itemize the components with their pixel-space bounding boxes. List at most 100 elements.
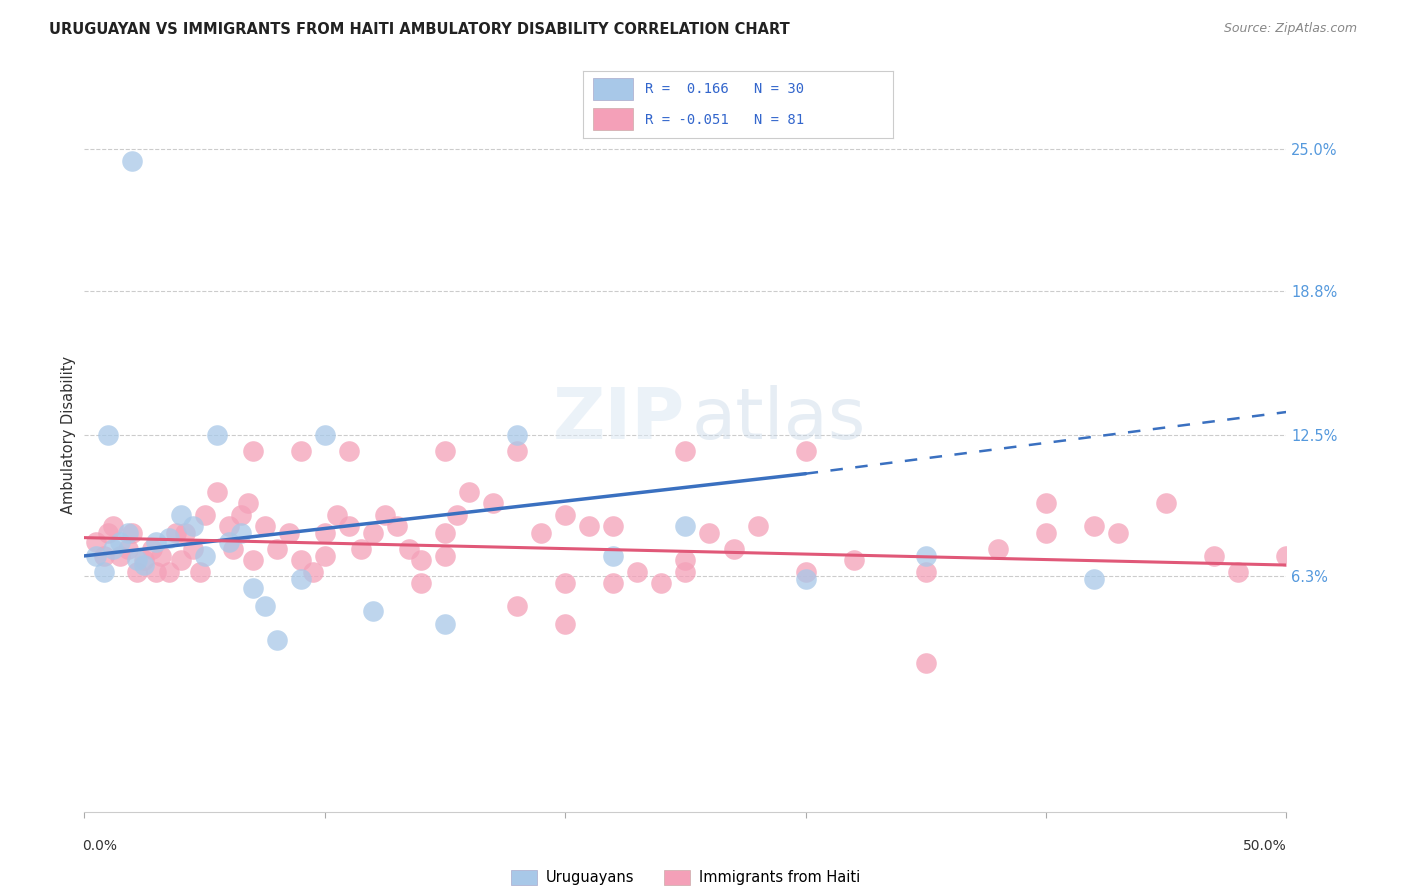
Point (93, 549, 115, 563)
Point (1156, 496, 1178, 510)
Point (194, 549, 217, 563)
Point (842, 553, 865, 567)
Point (1107, 526, 1129, 541)
Legend: Uruguayans, Immigrants from Haiti: Uruguayans, Immigrants from Haiti (505, 864, 866, 891)
Point (1083, 519, 1105, 533)
Point (794, 565, 817, 579)
Point (385, 519, 408, 533)
Text: 0.0%: 0.0% (82, 839, 117, 853)
Point (121, 153, 143, 168)
Point (253, 599, 276, 614)
Point (602, 576, 624, 591)
Point (157, 565, 180, 579)
Point (86, 549, 108, 563)
Point (361, 526, 384, 541)
Point (222, 542, 245, 557)
Point (290, 443, 312, 458)
Point (242, 443, 264, 458)
Point (794, 443, 817, 458)
Point (337, 519, 360, 533)
Point (110, 535, 132, 549)
Point (1275, 549, 1298, 563)
Point (602, 519, 624, 533)
Point (915, 549, 938, 563)
Point (174, 526, 197, 541)
Point (134, 558, 156, 572)
Point (1035, 526, 1057, 541)
Point (229, 526, 252, 541)
Point (242, 553, 264, 567)
Point (277, 526, 299, 541)
Text: R = -0.051   N = 81: R = -0.051 N = 81 (645, 112, 804, 127)
Point (747, 519, 769, 533)
Point (650, 576, 672, 591)
Point (326, 508, 349, 522)
Point (699, 526, 721, 541)
Point (314, 427, 336, 442)
Point (194, 508, 217, 522)
Point (110, 549, 132, 563)
Point (506, 443, 529, 458)
Point (1204, 549, 1226, 563)
Point (409, 553, 432, 567)
Point (554, 508, 576, 522)
Point (117, 526, 139, 541)
Point (301, 565, 323, 579)
Point (97, 427, 120, 442)
Point (86, 535, 108, 549)
Point (675, 565, 697, 579)
Point (169, 508, 191, 522)
Point (434, 443, 457, 458)
Point (266, 542, 288, 557)
Y-axis label: Ambulatory Disability: Ambulatory Disability (60, 356, 76, 514)
Text: Source: ZipAtlas.com: Source: ZipAtlas.com (1223, 22, 1357, 36)
Point (530, 526, 553, 541)
Bar (593, 108, 633, 130)
Point (165, 526, 187, 541)
Point (554, 617, 576, 632)
Point (915, 657, 938, 671)
Point (127, 565, 149, 579)
Point (188, 565, 211, 579)
Point (121, 526, 143, 541)
Point (141, 542, 163, 557)
Point (205, 427, 228, 442)
Point (361, 604, 384, 618)
Point (409, 576, 432, 591)
Text: ZIP: ZIP (553, 385, 686, 454)
Point (458, 485, 481, 500)
Point (181, 542, 204, 557)
Point (578, 519, 600, 533)
Point (97, 526, 120, 541)
Point (218, 519, 240, 533)
Point (434, 549, 457, 563)
Text: R =  0.166   N = 30: R = 0.166 N = 30 (645, 82, 804, 96)
Point (181, 519, 204, 533)
Point (117, 542, 139, 557)
Point (915, 565, 938, 579)
Point (987, 542, 1010, 557)
Point (675, 443, 697, 458)
Point (554, 576, 576, 591)
Text: 50.0%: 50.0% (1243, 839, 1286, 853)
Point (229, 508, 252, 522)
Point (93, 565, 115, 579)
Point (626, 565, 648, 579)
Point (169, 553, 191, 567)
Point (290, 572, 312, 586)
Point (253, 519, 276, 533)
Point (723, 542, 745, 557)
Point (134, 553, 156, 567)
Point (434, 526, 457, 541)
Point (290, 553, 312, 567)
Point (127, 553, 149, 567)
Point (506, 599, 529, 614)
Text: atlas: atlas (692, 385, 866, 454)
Point (314, 526, 336, 541)
Point (103, 519, 125, 533)
Point (602, 549, 624, 563)
Point (1035, 496, 1057, 510)
Point (794, 572, 817, 586)
Point (103, 542, 125, 557)
Point (506, 427, 529, 442)
